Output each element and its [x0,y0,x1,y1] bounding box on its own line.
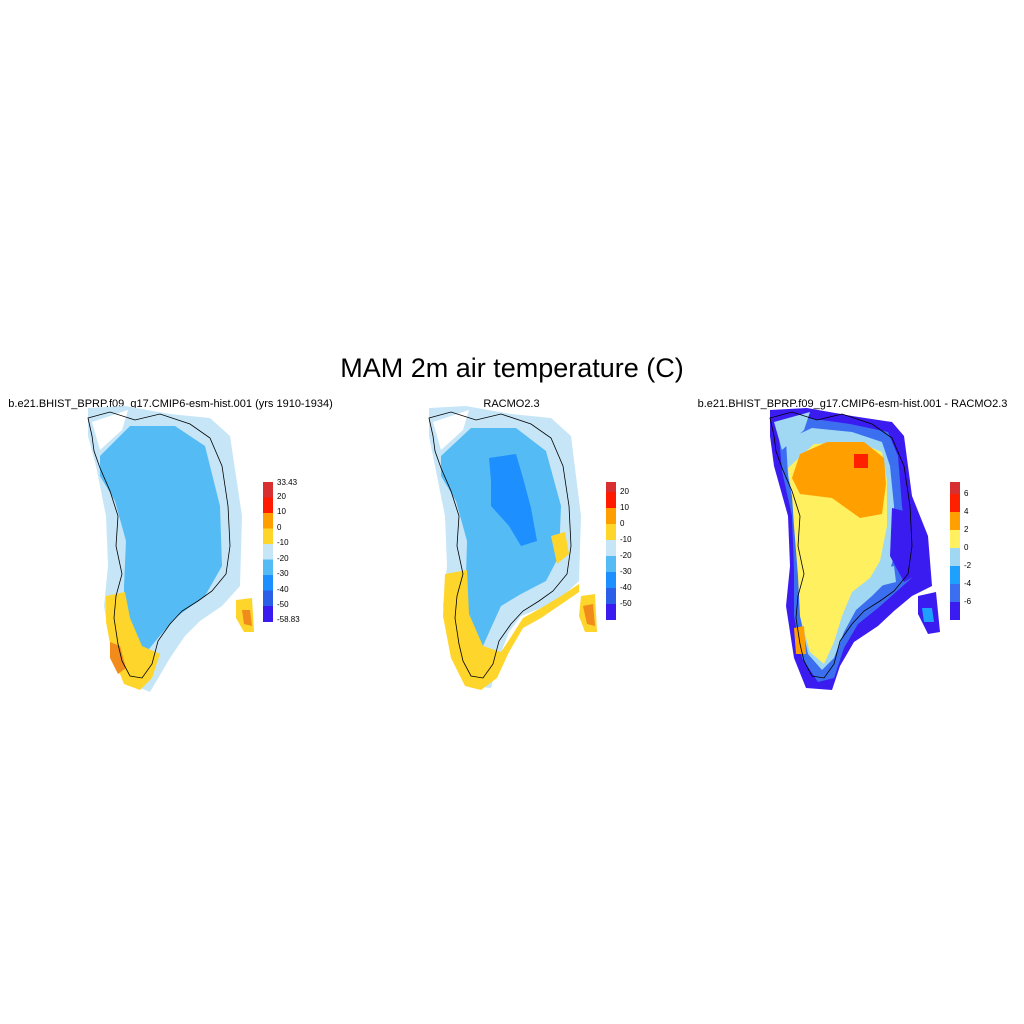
model-swatch-7 [263,575,273,591]
racmo-core [489,454,537,546]
model-cbar-label-5: -10 [277,538,289,547]
model-swatch-3 [263,513,273,529]
model-swatch-9 [263,606,273,622]
difference-southwest-orange [794,626,806,654]
racmo-swatch-2 [606,492,616,508]
difference-swatch-8 [950,602,960,620]
difference-red-spot [854,454,868,468]
racmo-east-warm [551,532,569,564]
racmo-colorbar: 20 10 0 -10 -20 -30 -40 -50 [606,482,666,632]
racmo-swatch-3 [606,508,616,524]
difference-east-cluster [890,508,928,582]
model-cbar-label-9: -50 [277,600,289,609]
model-colorbar-swatches [263,482,273,622]
difference-cbar-label-4: 0 [964,543,969,552]
difference-field [770,408,940,690]
racmo-cbar-label-6: -30 [620,567,632,576]
racmo-north-strip [433,410,469,450]
difference-southeast-light [922,608,934,622]
model-swatch-2 [263,497,273,513]
model-swatch-6 [263,559,273,575]
model-swatch-1 [263,482,273,498]
racmo-swatch-6 [606,556,616,572]
racmo-swatch-7 [606,572,616,588]
model-cbar-label-6: -20 [277,554,289,563]
difference-swatch-7 [950,584,960,602]
model-swatch-5 [263,544,273,560]
model-interior [100,426,222,654]
model-panel-title: b.e21.BHIST_BPRP.f09_g17.CMIP6-esm-hist.… [8,398,333,410]
difference-cbar-label-7: -6 [964,597,972,606]
racmo-cbar-label-7: -40 [620,583,632,592]
model-cbar-label-7: -30 [277,569,289,578]
model-temperature-map [87,406,254,692]
difference-cbar-label-2: 4 [964,507,969,516]
difference-swatch-3 [950,512,960,530]
racmo-swatch-1 [606,482,616,492]
difference-swatch-4 [950,530,960,548]
racmo-panel-title: RACMO2.3 [483,398,540,410]
difference-temperature-map [769,408,940,690]
racmo-colorbar-swatches [606,482,616,620]
model-north-strip [92,410,128,450]
model-colorbar: 33.43 20 10 0 -10 -20 -30 -40 -50 -58.83 [263,478,323,632]
racmo-cbar-label-5: -20 [620,551,632,560]
model-cbar-label-10: -58.83 [277,615,300,624]
racmo-southeast-warm [583,604,595,626]
racmo-swatch-8 [606,588,616,604]
model-cbar-label-4: 0 [277,523,282,532]
racmo-coastline [428,411,572,679]
racmo-interior [441,428,561,646]
difference-swatch-1 [950,482,960,494]
difference-swatch-5 [950,548,960,566]
difference-cbar-label-3: 2 [964,525,969,534]
model-field [88,406,254,692]
difference-coastline [769,411,913,679]
model-cbar-label-8: -40 [277,585,289,594]
difference-swatch-2 [950,494,960,512]
model-coastline [87,411,231,679]
racmo-map-panel: RACMO2.3 20 10 0 -10 -20 [341,396,682,696]
racmo-field [429,406,597,690]
racmo-cbar-label-1: 20 [620,487,629,496]
difference-panel-title: b.e21.BHIST_BPRP.f09_g17.CMIP6-esm-hist.… [697,398,1008,410]
difference-north-strip [774,412,810,450]
difference-east-light [878,566,896,586]
racmo-swatch-5 [606,540,616,556]
racmo-cbar-label-4: -10 [620,535,632,544]
model-swatch-8 [263,590,273,606]
model-map-panel: b.e21.BHIST_BPRP.f09_g17.CMIP6-esm-hist.… [0,396,341,696]
difference-swatch-6 [950,566,960,584]
model-cbar-label-1: 33.43 [277,478,298,487]
figure-title: MAM 2m air temperature (C) [340,353,684,383]
model-cbar-label-3: 10 [277,507,286,516]
racmo-cbar-label-8: -50 [620,599,632,608]
difference-cbar-label-6: -4 [964,579,972,588]
model-southwest-tip [110,642,126,674]
racmo-swatch-4 [606,524,616,540]
difference-colorbar: 6 4 2 0 -2 -4 -6 [950,482,1010,632]
difference-cbar-label-5: -2 [964,561,972,570]
racmo-cbar-label-2: 10 [620,503,629,512]
racmo-south-warm [443,570,579,690]
difference-colorbar-swatches [950,482,960,620]
model-swatch-4 [263,528,273,544]
difference-map-panel: b.e21.BHIST_BPRP.f09_g17.CMIP6-esm-hist.… [682,396,1023,696]
racmo-temperature-map [428,406,597,690]
racmo-cbar-label-3: 0 [620,519,625,528]
racmo-swatch-9 [606,604,616,620]
model-cbar-label-2: 20 [277,492,286,501]
difference-cbar-label-1: 6 [964,489,969,498]
model-southeast-warm [242,610,252,626]
